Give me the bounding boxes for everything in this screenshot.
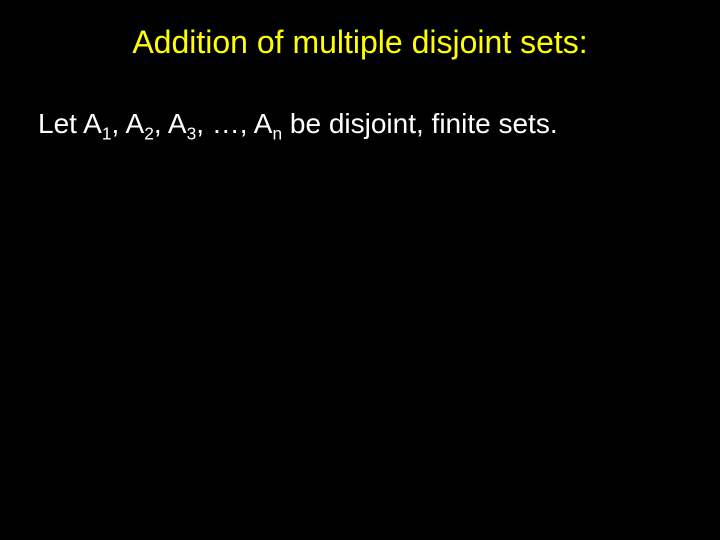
sub-2: 2 [144,124,154,144]
body-suffix: be disjoint, finite sets. [282,108,557,139]
body-sep1: , A [112,108,145,139]
body-sep2: , A [154,108,187,139]
sub-3: 3 [187,124,197,144]
sub-1: 1 [102,124,112,144]
slide-title: Addition of multiple disjoint sets: [0,24,720,61]
slide-body-line: Let A1, A2, A3, …, An be disjoint, finit… [38,108,558,140]
sub-n: n [272,124,282,144]
body-sep3: , …, A [196,108,272,139]
body-prefix: Let A [38,108,102,139]
slide: Addition of multiple disjoint sets: Let … [0,0,720,540]
